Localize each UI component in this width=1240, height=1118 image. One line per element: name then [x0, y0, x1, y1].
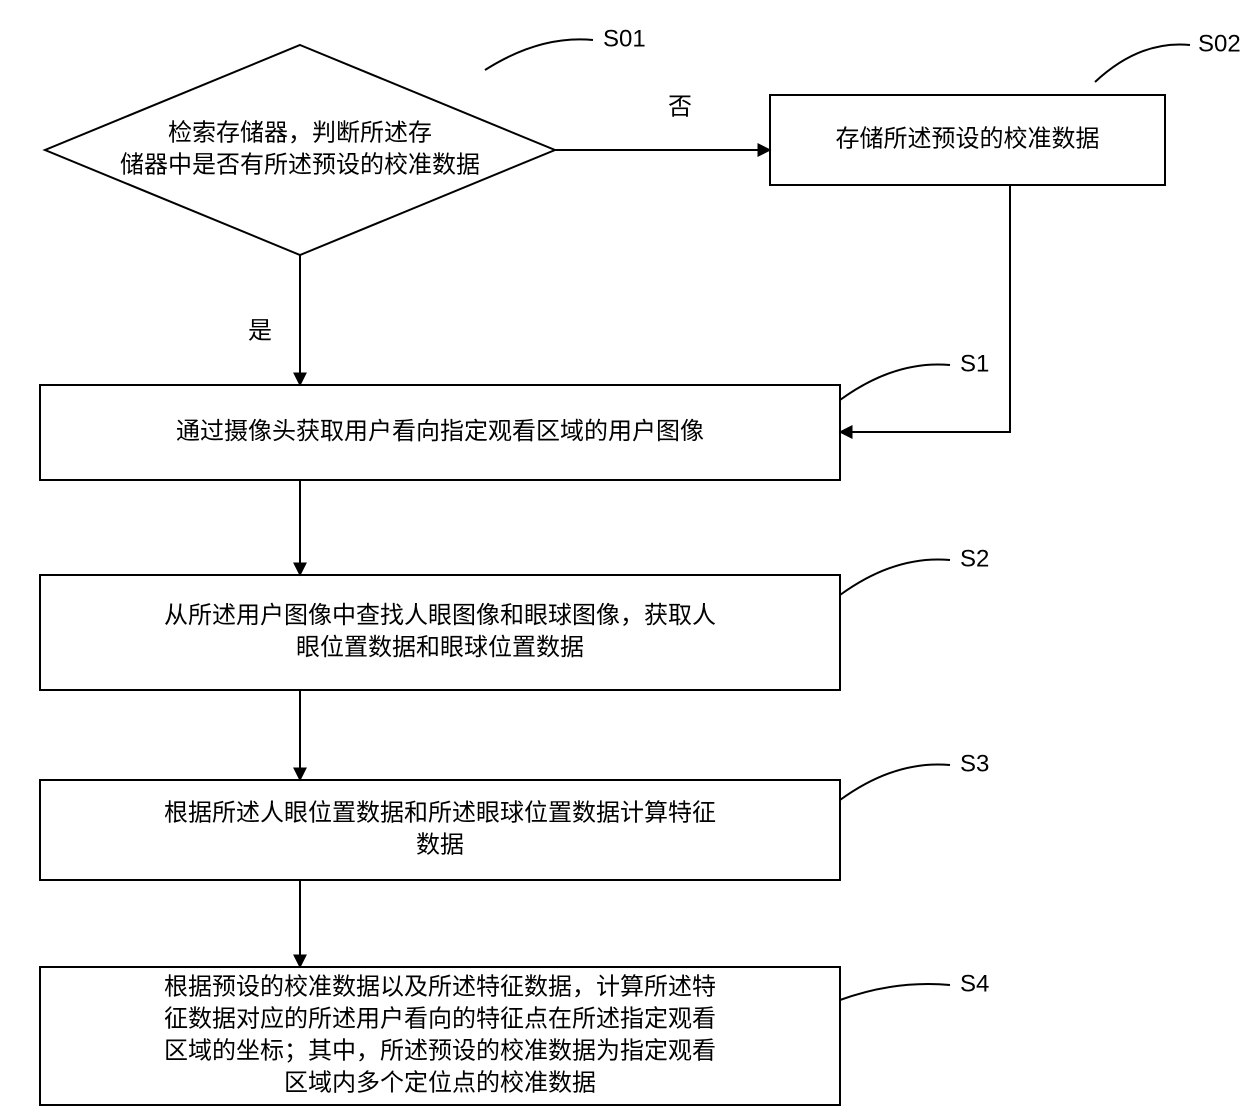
leader-s4 [840, 984, 950, 1000]
node-s01: 检索存储器，判断所述存储器中是否有所述预设的校准数据 [45, 45, 555, 255]
node-s02-line-0: 存储所述预设的校准数据 [836, 125, 1100, 152]
edge-0-label: 否 [668, 93, 692, 120]
node-s02: 存储所述预设的校准数据 [770, 95, 1165, 185]
label-s3: S3 [960, 750, 989, 777]
node-s4-line-2: 区域的坐标；其中，所述预设的校准数据为指定观看 [164, 1037, 716, 1064]
node-s3-line-1: 数据 [416, 831, 464, 858]
label-s01: S01 [603, 25, 646, 52]
node-s01-line-1: 储器中是否有所述预设的校准数据 [120, 151, 480, 178]
label-s02: S02 [1198, 30, 1240, 57]
node-s2-line-0: 从所述用户图像中查找人眼图像和眼球图像，获取人 [164, 602, 716, 629]
node-s1-line-0: 通过摄像头获取用户看向指定观看区域的用户图像 [176, 418, 704, 445]
edge-1-label: 是 [248, 317, 272, 344]
node-s4-line-0: 根据预设的校准数据以及所述特征数据，计算所述特 [164, 973, 716, 1000]
leader-s02 [1095, 44, 1190, 82]
label-s4: S4 [960, 970, 989, 997]
node-s3-line-0: 根据所述人眼位置数据和所述眼球位置数据计算特征 [164, 799, 716, 826]
node-s2-line-1: 眼位置数据和眼球位置数据 [296, 634, 584, 661]
node-s4-line-3: 区域内多个定位点的校准数据 [284, 1069, 596, 1096]
leader-s3 [840, 764, 950, 800]
edge-2 [840, 185, 1010, 432]
label-s1: S1 [960, 350, 989, 377]
leader-s1 [840, 364, 950, 400]
node-s01-line-0: 检索存储器，判断所述存 [168, 119, 432, 146]
leader-s2 [840, 559, 950, 595]
node-s4: 根据预设的校准数据以及所述特征数据，计算所述特征数据对应的所述用户看向的特征点在… [40, 967, 840, 1105]
node-s1: 通过摄像头获取用户看向指定观看区域的用户图像 [40, 385, 840, 480]
node-s3: 根据所述人眼位置数据和所述眼球位置数据计算特征数据 [40, 780, 840, 880]
node-s4-line-1: 征数据对应的所述用户看向的特征点在所述指定观看 [164, 1005, 716, 1032]
label-s2: S2 [960, 545, 989, 572]
leader-s01 [485, 39, 593, 70]
node-s2: 从所述用户图像中查找人眼图像和眼球图像，获取人眼位置数据和眼球位置数据 [40, 575, 840, 690]
